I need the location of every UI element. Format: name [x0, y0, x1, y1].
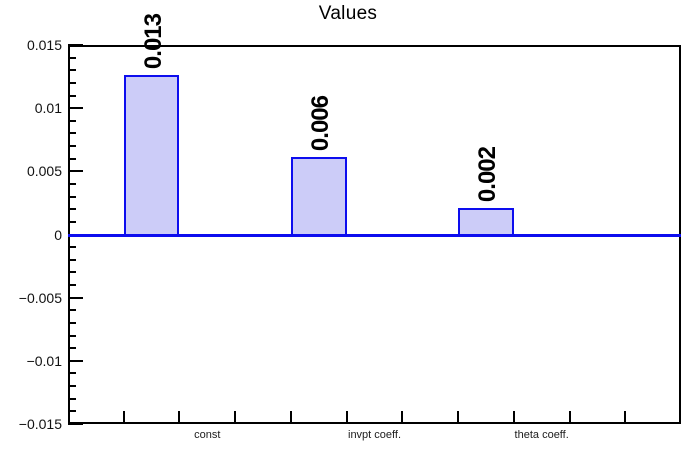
y-axis-minor-tick: [68, 208, 76, 211]
bar: [290, 157, 347, 237]
y-axis-minor-tick: [68, 347, 76, 350]
y-axis-major-tick: [68, 170, 83, 173]
y-axis-minor-tick: [68, 182, 76, 185]
y-axis-minor-tick: [68, 410, 76, 413]
y-axis-major-tick: [68, 296, 83, 299]
bar-value-label: 0.013: [139, 14, 167, 70]
y-axis-minor-tick: [68, 246, 76, 249]
y-axis-minor-tick: [68, 132, 76, 135]
y-axis-minor-tick: [68, 195, 76, 198]
bar: [458, 207, 514, 237]
x-axis-tick: [512, 411, 515, 422]
x-axis-tick: [457, 411, 460, 422]
bar: [123, 75, 180, 237]
y-axis-minor-tick: [68, 145, 76, 148]
y-axis-major-tick: [68, 359, 83, 362]
x-axis-tick: [234, 411, 237, 422]
y-axis-minor-tick: [68, 258, 76, 261]
y-axis-minor-tick: [68, 56, 76, 59]
x-axis-tick: [122, 411, 125, 422]
x-axis-tick: [178, 411, 181, 422]
y-axis-tick-label: 0.005: [26, 163, 62, 180]
y-axis-major-tick: [68, 107, 83, 110]
y-axis-tick-label: −0.015: [18, 416, 62, 432]
x-axis-category-label: const: [194, 429, 221, 441]
x-axis-tick: [401, 411, 404, 422]
y-axis-minor-tick: [68, 271, 76, 274]
y-axis-minor-tick: [68, 334, 76, 337]
y-axis-tick-label: 0.015: [26, 37, 62, 53]
y-axis-minor-tick: [68, 157, 76, 160]
y-axis-tick-label: 0: [54, 226, 62, 243]
y-axis-minor-tick: [68, 372, 76, 375]
x-axis-tick: [568, 411, 571, 422]
bar-value-label: 0.006: [306, 96, 334, 152]
y-axis-minor-tick: [68, 81, 76, 84]
y-axis-minor-tick: [68, 321, 76, 324]
y-axis-minor-tick: [68, 397, 76, 400]
y-axis-major-tick: [68, 44, 83, 46]
x-axis-category-label: theta coeff.: [514, 429, 569, 441]
bar-value-label: 0.002: [473, 146, 501, 202]
y-axis-minor-tick: [68, 309, 76, 312]
zero-line: [68, 233, 681, 237]
x-axis-tick: [289, 411, 292, 422]
y-axis-minor-tick: [68, 94, 76, 97]
y-axis-minor-tick: [68, 220, 76, 223]
y-axis-major-tick: [68, 423, 83, 425]
y-axis-tick-label: −0.01: [26, 352, 62, 369]
y-axis-tick-label: 0.01: [34, 100, 62, 117]
y-axis-minor-tick: [68, 284, 76, 287]
x-axis-category-label: invpt coeff.: [348, 429, 401, 441]
x-axis-tick: [345, 411, 348, 422]
y-axis-minor-tick: [68, 119, 76, 122]
x-axis-tick: [624, 411, 627, 422]
y-axis-tick-label: −0.005: [18, 289, 62, 306]
y-axis-minor-tick: [68, 385, 76, 388]
chart-title: Values: [318, 3, 378, 24]
y-axis-minor-tick: [68, 69, 76, 72]
